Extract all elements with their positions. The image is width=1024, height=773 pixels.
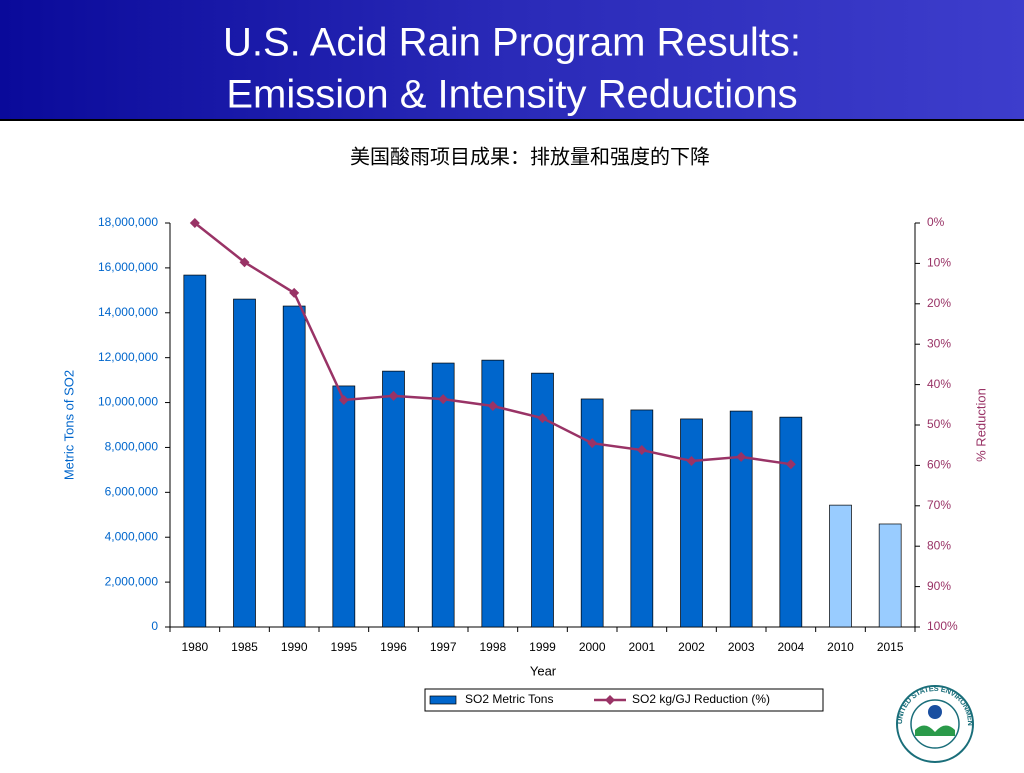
line-marker (338, 394, 349, 405)
bar (233, 298, 256, 628)
legend-label: SO2 kg/GJ Reduction (%) (632, 692, 770, 706)
line-marker (388, 390, 399, 401)
bar (431, 362, 455, 628)
bar (282, 305, 306, 628)
x-tick-label: 1996 (380, 640, 407, 654)
logo-sun (928, 705, 942, 719)
bar (382, 370, 405, 628)
x-tick-label: 2003 (728, 640, 755, 654)
subtitle: 美国酸雨项目成果：排放量和强度的下降 (350, 145, 710, 169)
y2-tick-label: 90% (927, 579, 951, 593)
logo-plant (915, 725, 955, 736)
x-tick-label: 1985 (231, 640, 258, 654)
bar (481, 359, 505, 628)
y2-tick-label: 20% (927, 296, 951, 310)
line-marker (289, 287, 300, 298)
line-marker (736, 451, 747, 462)
bar (580, 398, 604, 628)
line-marker (636, 445, 647, 456)
y-tick-label: 10,000,000 (98, 395, 158, 409)
line-marker (785, 459, 796, 470)
x-tick-label: 2015 (877, 640, 904, 654)
legend-swatch (429, 695, 457, 705)
x-tick-label: 1995 (330, 640, 357, 654)
y2-tick-label: 50% (927, 417, 951, 431)
bar (531, 372, 554, 628)
line-marker (487, 401, 498, 412)
x-tick-label: 1997 (430, 640, 457, 654)
bar (183, 274, 207, 628)
y2-tick-label: 10% (927, 256, 951, 270)
y-tick-label: 4,000,000 (105, 529, 159, 543)
y-tick-label: 12,000,000 (98, 350, 158, 364)
y-tick-label: 14,000,000 (98, 305, 158, 319)
bar (779, 416, 803, 628)
line-marker (189, 218, 200, 228)
x-tick-label: 1998 (479, 640, 506, 654)
y2-tick-label: 60% (927, 458, 951, 472)
y-tick-label: 18,000,000 (98, 215, 158, 229)
x-axis-label: Year (530, 663, 557, 678)
line-marker (438, 394, 449, 405)
y-axis-label: Metric Tons of SO2 (61, 370, 76, 480)
y2-axis-label: % Reduction (973, 388, 988, 462)
title-line: U.S. Acid Rain Program Results: (223, 21, 801, 65)
x-tick-label: 2004 (777, 640, 804, 654)
y2-tick-label: 70% (927, 498, 951, 512)
bar (332, 385, 356, 628)
bar (878, 523, 902, 628)
x-tick-label: 2001 (628, 640, 655, 654)
line-marker (587, 438, 598, 449)
bar (630, 409, 654, 628)
bar (729, 410, 753, 628)
legend-label: SO2 Metric Tons (465, 692, 553, 706)
y2-tick-label: 80% (927, 538, 951, 552)
x-tick-label: 1990 (281, 640, 308, 654)
title-line: Emission & Intensity Reductions (226, 73, 797, 117)
x-tick-label: 2002 (678, 640, 705, 654)
line-marker (239, 257, 250, 268)
y2-tick-label: 0% (927, 215, 945, 229)
header-banner (0, 0, 1024, 120)
y-tick-label: 2,000,000 (105, 574, 159, 588)
line-marker (686, 455, 697, 466)
bar (680, 418, 703, 628)
y2-tick-label: 100% (927, 619, 958, 633)
legend-marker (605, 695, 615, 705)
y2-tick-label: 40% (927, 377, 951, 391)
y-tick-label: 16,000,000 (98, 260, 158, 274)
y-tick-label: 8,000,000 (105, 440, 159, 454)
bar (829, 504, 852, 628)
x-tick-label: 2000 (579, 640, 606, 654)
x-tick-label: 1999 (529, 640, 556, 654)
y2-tick-label: 30% (927, 336, 951, 350)
line-marker (537, 413, 548, 424)
y-tick-label: 0 (151, 619, 158, 633)
x-tick-label: 1980 (181, 640, 208, 654)
x-tick-label: 2010 (827, 640, 854, 654)
y-tick-label: 6,000,000 (105, 485, 159, 499)
